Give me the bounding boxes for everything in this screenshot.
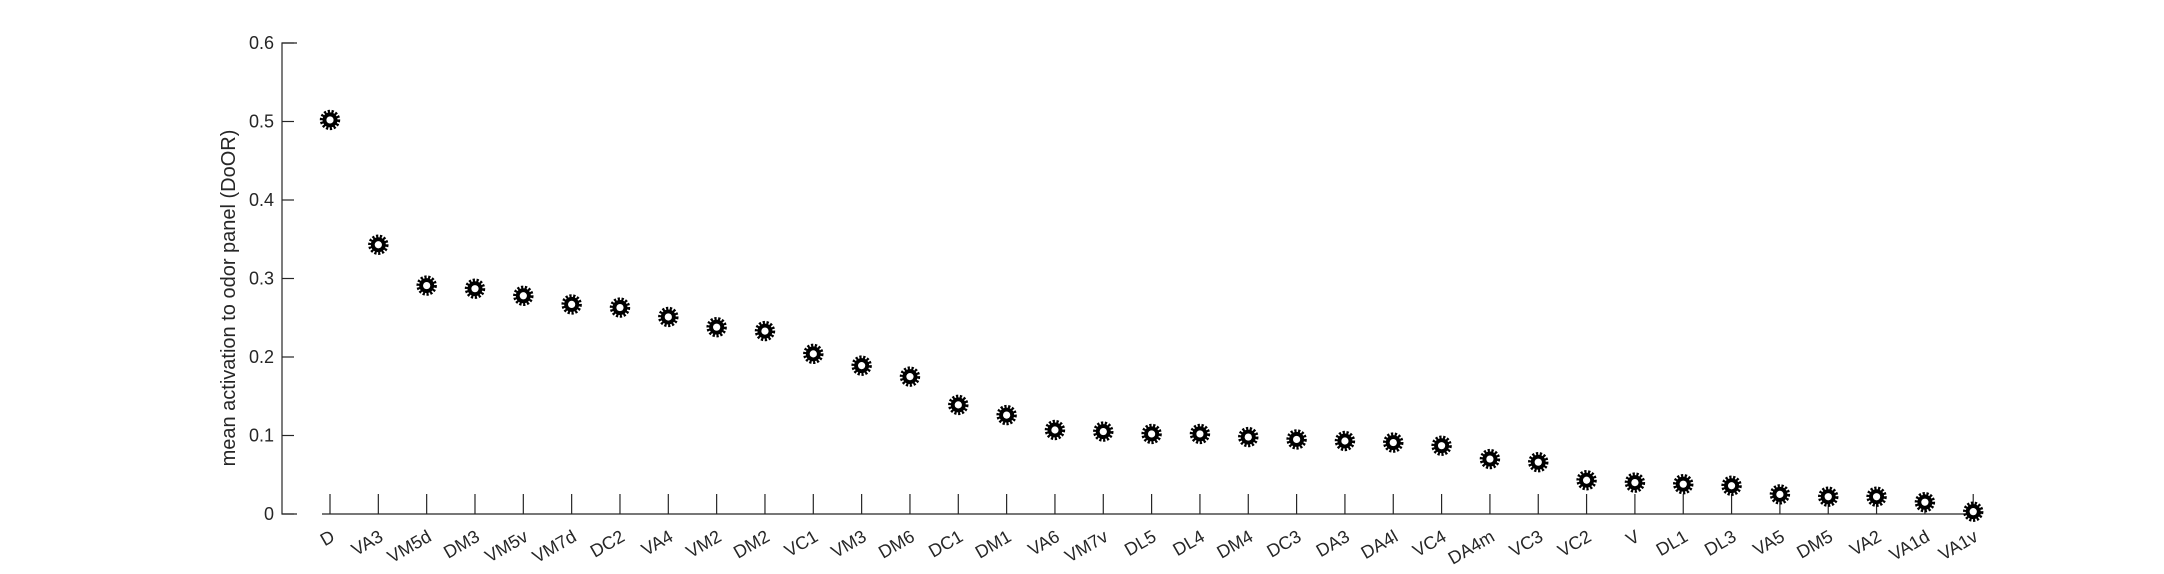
data-point (416, 275, 437, 296)
data-point (1866, 486, 1887, 507)
data-point (1673, 473, 1694, 495)
x-tick-label: DA3 (1313, 526, 1353, 561)
data-point (1044, 419, 1066, 441)
y-tick-label: 0.3 (249, 269, 274, 289)
x-tick-label: DC3 (1263, 526, 1304, 561)
y-tick-label: 0.4 (249, 190, 274, 210)
data-point (1383, 432, 1404, 453)
data-point (513, 285, 534, 306)
data-point (609, 297, 631, 318)
data-point (1093, 421, 1114, 442)
x-tick-label: VC2 (1554, 526, 1594, 561)
x-tick-label: VA6 (1025, 526, 1063, 560)
data-point (1528, 451, 1549, 473)
x-tick-label: DM1 (972, 526, 1015, 562)
data-point (996, 404, 1017, 426)
x-tick-label: VA3 (348, 526, 386, 560)
x-tick-label: VA4 (638, 526, 676, 560)
data-point (1576, 470, 1597, 491)
x-tick-label: DM5 (1793, 526, 1836, 562)
data-point (1238, 426, 1259, 448)
x-tick-label: DL3 (1701, 526, 1740, 560)
x-tick-label: VM7v (1061, 526, 1111, 566)
data-point (1334, 430, 1356, 452)
data-point (1624, 472, 1646, 493)
data-point (1721, 475, 1742, 496)
data-points (319, 109, 1984, 522)
x-tick-label: DM2 (730, 526, 773, 562)
x-tick-label: DC2 (587, 526, 628, 561)
x-tick-label: DL5 (1121, 526, 1160, 560)
x-tick-label: V (1623, 526, 1643, 549)
data-point (803, 343, 824, 365)
x-tick-label: VC4 (1409, 526, 1449, 561)
data-point (1963, 501, 1984, 522)
y-tick-label: 0.5 (249, 112, 274, 132)
x-tick-label: DL4 (1169, 526, 1208, 560)
x-tick-label: VM7d (529, 526, 580, 567)
x-tick-label: VA2 (1846, 526, 1884, 560)
y-tick-label: 0 (264, 504, 274, 524)
x-tick-label: VM3 (828, 526, 870, 562)
data-point (1431, 435, 1452, 456)
data-point (1286, 429, 1307, 450)
data-point (948, 394, 969, 416)
x-tick-label: DA4m (1445, 526, 1498, 568)
y-axis: 0 0.1 0.2 0.3 0.4 0.5 0.6 (249, 33, 297, 524)
data-point (658, 306, 679, 328)
data-point (1769, 484, 1791, 505)
data-point (851, 355, 872, 376)
data-point (368, 234, 389, 255)
data-point (1479, 448, 1501, 470)
x-tick-label: VA1v (1935, 526, 1981, 564)
data-point (706, 316, 727, 338)
y-tick-label: 0.1 (249, 426, 274, 446)
data-point (319, 109, 341, 131)
x-tick-label: DA4l (1357, 526, 1401, 563)
data-point (464, 278, 486, 299)
data-point (1818, 486, 1839, 507)
x-tick-label: VM5v (481, 526, 531, 566)
x-tick-label: DM3 (440, 526, 483, 562)
data-point (1189, 423, 1211, 445)
y-tick-label: 0.6 (249, 33, 274, 53)
x-tick-label: VM2 (683, 526, 725, 562)
data-point (561, 294, 582, 315)
x-tick-label: DL1 (1653, 526, 1692, 560)
x-tick-label: VA5 (1750, 526, 1788, 560)
data-point (754, 320, 776, 342)
x-tick-label: D (317, 526, 338, 550)
y-axis-label: mean activation to odor panel (DoOR) (218, 130, 240, 467)
x-tick-label: VC3 (1506, 526, 1546, 561)
x-tick-label: DM6 (875, 526, 918, 562)
x-tick-label: DC1 (925, 526, 966, 561)
x-tick-label: VM5d (384, 526, 435, 567)
data-point (1914, 492, 1936, 513)
data-point (1141, 423, 1162, 445)
x-tick-label: VC1 (781, 526, 821, 561)
data-point (899, 366, 921, 387)
x-tick-label: DM4 (1213, 526, 1256, 562)
x-tick-label: VA1d (1886, 526, 1933, 565)
y-tick-label: 0.2 (249, 347, 274, 367)
